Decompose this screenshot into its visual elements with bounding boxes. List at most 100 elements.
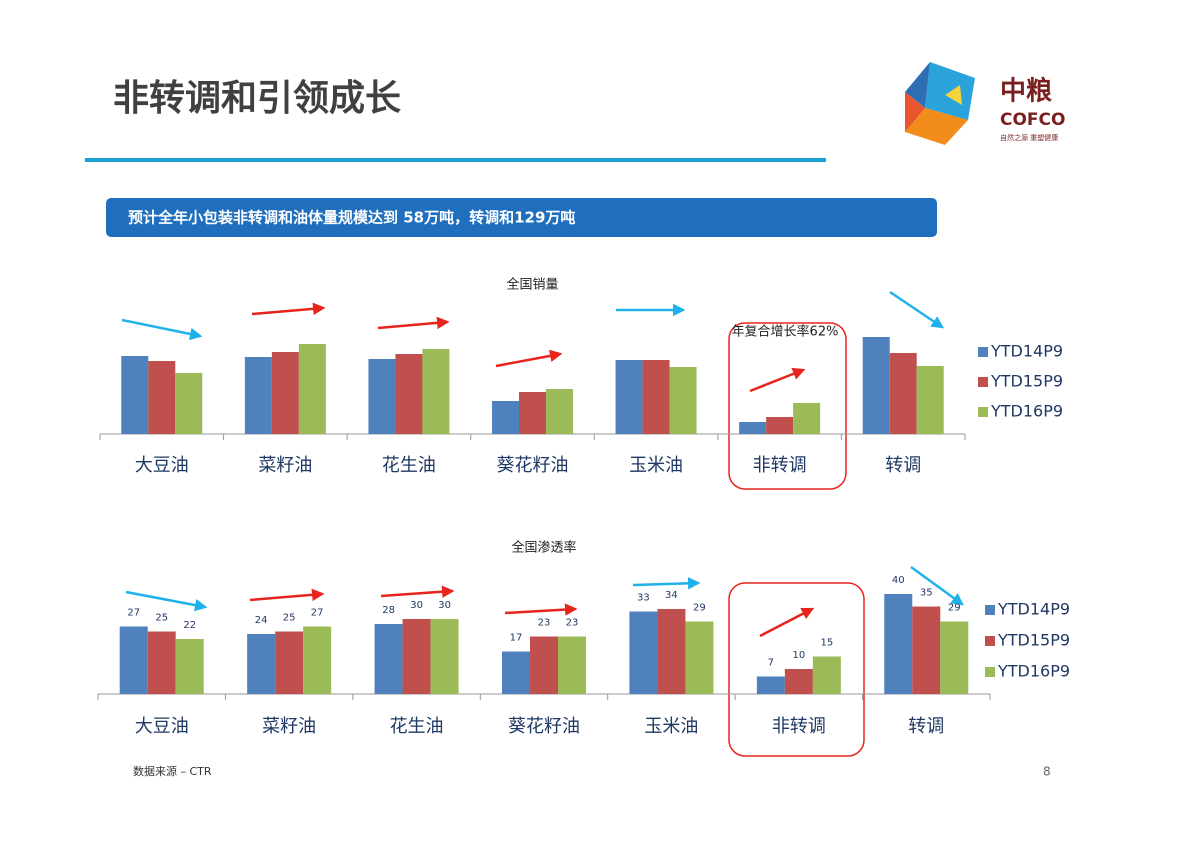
data-label: 24 <box>255 615 268 626</box>
data-label: 15 <box>820 638 833 649</box>
bar <box>739 422 767 434</box>
data-label: 30 <box>438 600 451 611</box>
data-label: 33 <box>637 593 650 604</box>
bar <box>492 401 519 434</box>
bar <box>669 367 697 434</box>
bar <box>546 389 573 434</box>
highlight-box <box>728 322 847 490</box>
x-tick-label: 大豆油 <box>135 716 189 737</box>
bar <box>784 669 813 694</box>
bar <box>519 392 546 434</box>
bar <box>395 354 423 434</box>
bar <box>148 361 176 434</box>
slide-title: 非转调和引领成长 <box>113 78 401 119</box>
data-label: 34 <box>665 590 678 601</box>
data-label: 28 <box>382 605 395 616</box>
bar <box>402 619 431 694</box>
bar <box>502 651 530 694</box>
bar <box>303 626 332 694</box>
bar <box>119 626 148 694</box>
data-label: 17 <box>510 633 523 644</box>
bar <box>642 360 670 434</box>
bar <box>916 366 944 434</box>
data-label: 29 <box>693 603 706 614</box>
data-label: 22 <box>183 620 196 631</box>
x-tick-label: 花生油 <box>382 455 436 476</box>
bar <box>884 594 913 694</box>
data-label: 40 <box>892 575 905 586</box>
banner-text: 预计全年小包装非转调和油体量规模达到 58万吨，转调和129万吨 <box>128 209 575 227</box>
chart-title: 全国销量 <box>506 277 558 293</box>
legend-swatch <box>978 407 988 417</box>
x-tick-label: 玉米油 <box>629 455 683 476</box>
x-tick-label: 花生油 <box>390 716 444 737</box>
data-label: 25 <box>283 613 296 624</box>
bar <box>247 634 276 694</box>
legend-swatch <box>985 667 995 677</box>
x-tick-label: 大豆油 <box>135 455 189 476</box>
legend-label: YTD15P9 <box>990 372 1063 391</box>
title-rule <box>85 158 826 162</box>
bar <box>766 417 794 434</box>
bar <box>912 606 941 694</box>
bar <box>175 373 203 434</box>
page-number: 8 <box>1043 765 1051 779</box>
source: 数据来源 – CTR <box>133 764 212 778</box>
legend-label: YTD16P9 <box>990 402 1063 421</box>
data-label: 7 <box>768 658 774 669</box>
data-label: 10 <box>792 650 805 661</box>
bar <box>940 621 969 694</box>
bar <box>298 344 326 434</box>
highlight-box <box>728 582 865 757</box>
data-label: 27 <box>127 608 140 619</box>
bar <box>275 631 304 694</box>
bar <box>615 360 643 434</box>
bar <box>889 353 917 434</box>
data-label: 25 <box>155 613 168 624</box>
annotation: 年复合增长率62% <box>732 324 839 340</box>
legend-swatch <box>978 347 988 357</box>
legend-label: YTD14P9 <box>990 342 1063 361</box>
chart-title: 全国渗透率 <box>511 540 576 556</box>
data-label: 30 <box>410 600 423 611</box>
bar <box>812 656 841 694</box>
trend-arrows <box>121 290 965 638</box>
bar <box>558 636 586 694</box>
bar <box>862 337 890 434</box>
bar <box>793 403 821 434</box>
legend-label: YTD16P9 <box>997 662 1070 681</box>
legend-label: YTD15P9 <box>997 631 1070 650</box>
x-tick-label: 菜籽油 <box>258 455 312 476</box>
logo-name: 中粮 <box>1000 76 1052 107</box>
bar <box>147 631 176 694</box>
bar <box>657 609 686 694</box>
bar <box>685 621 714 694</box>
bar <box>368 359 396 434</box>
x-tick-label: 玉米油 <box>644 716 698 737</box>
x-tick-label: 非转调 <box>772 716 826 737</box>
banner <box>106 198 937 237</box>
logo-brand: COFCO <box>1000 110 1065 130</box>
bar <box>271 352 299 434</box>
bar <box>175 639 204 694</box>
legend-swatch <box>978 377 988 387</box>
bar <box>121 356 149 434</box>
legend-swatch <box>985 605 995 615</box>
logo: 中粮 COFCO 自然之源 重塑健康 <box>905 62 1065 145</box>
x-tick-label: 转调 <box>885 455 921 476</box>
bar <box>756 676 785 694</box>
bar <box>530 636 558 694</box>
bar <box>244 357 272 434</box>
data-label: 23 <box>566 618 579 629</box>
data-label: 27 <box>311 608 324 619</box>
bar <box>629 611 658 694</box>
data-label: 29 <box>948 603 961 614</box>
legend-swatch <box>985 636 995 646</box>
x-tick-label: 菜籽油 <box>262 716 316 737</box>
bar <box>430 619 459 694</box>
x-tick-label: 非转调 <box>753 455 807 476</box>
legend-label: YTD14P9 <box>997 600 1070 619</box>
logo-slogan: 自然之源 重塑健康 <box>1000 133 1058 142</box>
x-tick-label: 葵花籽油 <box>508 716 580 737</box>
